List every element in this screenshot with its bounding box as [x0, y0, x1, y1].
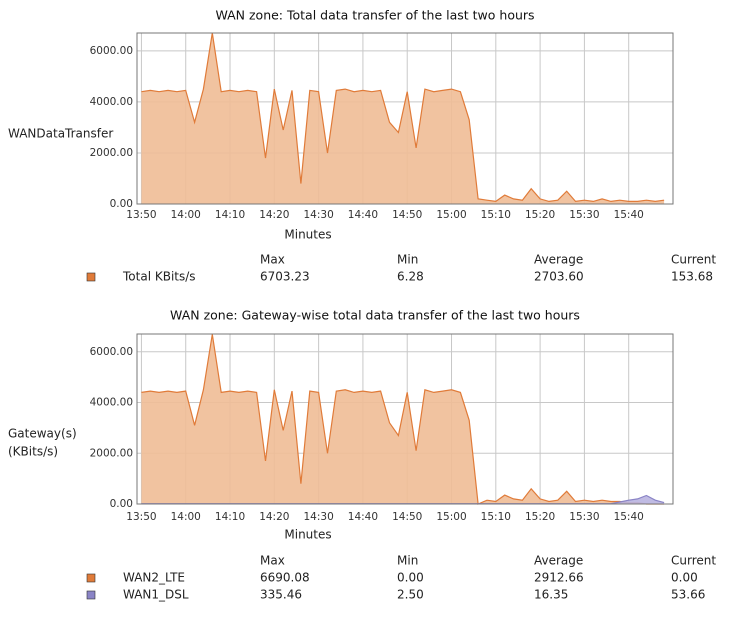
y-tick-label: 2000.00: [90, 447, 133, 459]
x-tick-label: 14:00: [171, 511, 201, 523]
legend-label: Total KBits/s: [122, 270, 196, 284]
legend-swatch: [86, 272, 96, 282]
y-tick-label: 0.00: [110, 498, 133, 510]
x-axis-label: Minutes: [284, 528, 331, 542]
x-tick-label: 14:00: [171, 209, 201, 221]
stat-value: 153.68: [671, 270, 713, 284]
y-tick-label: 6000.00: [90, 346, 133, 358]
stat-value: 2.50: [397, 588, 424, 602]
x-axis-label: Minutes: [284, 228, 331, 242]
x-tick-label: 14:30: [303, 209, 333, 221]
chart-title: WAN zone: Total data transfer of the las…: [215, 8, 534, 23]
x-tick-label: 14:10: [215, 209, 245, 221]
legend-label: WAN2_LTE: [123, 571, 185, 585]
x-tick-label: 14:50: [392, 209, 422, 221]
stat-value: 0.00: [671, 571, 698, 585]
y-tick-label: 6000.00: [90, 45, 133, 57]
y-axis-label: Gateway(s): [8, 427, 77, 441]
legend-swatch: [86, 590, 96, 600]
y-axis-label: (KBits/s): [8, 445, 58, 459]
stats-header: Current: [671, 253, 716, 267]
stats-header: Average: [534, 554, 583, 568]
series-line: [141, 32, 665, 203]
stat-value: 53.66: [671, 588, 705, 602]
legend-label: WAN1_DSL: [123, 588, 189, 602]
series-area: [141, 334, 665, 504]
series-line: [141, 334, 665, 505]
stat-value: 6690.08: [260, 571, 310, 585]
stat-value: 2912.66: [534, 571, 584, 585]
stat-value: 6703.23: [260, 270, 310, 284]
stat-value: 6.28: [397, 270, 424, 284]
legend-swatch: [86, 573, 96, 583]
x-tick-label: 14:40: [348, 209, 378, 221]
stats-header: Max: [260, 554, 285, 568]
x-tick-label: 14:50: [392, 511, 422, 523]
x-tick-label: 13:50: [126, 511, 156, 523]
x-tick-label: 15:20: [525, 209, 555, 221]
x-tick-label: 15:30: [569, 209, 599, 221]
x-tick-label: 15:20: [525, 511, 555, 523]
x-tick-label: 15:40: [614, 209, 644, 221]
x-tick-label: 15:30: [569, 511, 599, 523]
stats-header: Min: [397, 554, 418, 568]
stat-value: 335.46: [260, 588, 302, 602]
stat-value: 16.35: [534, 588, 568, 602]
x-tick-label: 13:50: [126, 209, 156, 221]
x-tick-label: 15:40: [614, 511, 644, 523]
plot-border: [136, 32, 674, 205]
y-tick-label: 2000.00: [90, 147, 133, 159]
stats-header: Min: [397, 253, 418, 267]
stat-value: 2703.60: [534, 270, 584, 284]
y-tick-label: 4000.00: [90, 96, 133, 108]
stats-header: Current: [671, 554, 716, 568]
x-tick-label: 15:10: [481, 209, 511, 221]
series-area: [141, 33, 665, 204]
stats-header: Average: [534, 253, 583, 267]
x-tick-label: 14:20: [259, 511, 289, 523]
x-tick-label: 14:40: [348, 511, 378, 523]
y-tick-label: 4000.00: [90, 397, 133, 409]
stat-value: 0.00: [397, 571, 424, 585]
x-tick-label: 15:00: [436, 209, 466, 221]
x-tick-label: 14:10: [215, 511, 245, 523]
x-tick-label: 14:30: [303, 511, 333, 523]
chart-title: WAN zone: Gateway-wise total data transf…: [170, 308, 580, 323]
y-axis-label: WANDataTransfer: [8, 127, 113, 141]
x-tick-label: 15:00: [436, 511, 466, 523]
plot-border: [136, 333, 674, 505]
x-tick-label: 15:10: [481, 511, 511, 523]
y-tick-label: 0.00: [110, 198, 133, 210]
stats-header: Max: [260, 253, 285, 267]
x-tick-label: 14:20: [259, 209, 289, 221]
